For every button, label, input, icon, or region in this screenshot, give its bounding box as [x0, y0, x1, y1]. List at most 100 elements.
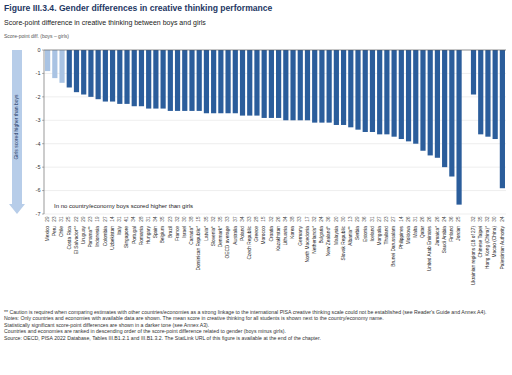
category-label: Albania**	[348, 226, 353, 246]
category-label: Belgium	[160, 226, 165, 243]
category-label: Philippines	[399, 225, 404, 249]
score-label: 14	[110, 216, 115, 222]
score-label: 31	[370, 216, 375, 222]
category-label: Thailand	[384, 226, 389, 245]
y-tick-label: -5	[36, 164, 41, 170]
bar	[211, 50, 216, 113]
bar	[189, 50, 194, 111]
score-label: 33	[225, 216, 230, 222]
category-label: Ukrainian regions (18 of 27)	[471, 226, 476, 286]
score-label: 32	[471, 216, 476, 222]
score-label: 27	[377, 216, 382, 222]
score-label: 34	[283, 216, 288, 222]
category-label: Mongolia	[377, 226, 382, 246]
category-label: Slovenia*	[211, 226, 216, 246]
score-label: 22	[74, 216, 79, 222]
bar	[175, 50, 180, 111]
y-tick-label: -6	[36, 187, 41, 193]
grid-line	[44, 190, 506, 191]
category-label: Jamaica*	[435, 226, 440, 246]
bar	[334, 50, 339, 125]
x-axis	[44, 50, 506, 51]
bar	[363, 50, 368, 132]
category-label: Kazakhstan	[276, 226, 281, 251]
bar	[348, 50, 353, 127]
bar	[103, 50, 108, 102]
category-label: Brazil	[168, 226, 173, 238]
bar	[312, 50, 317, 123]
score-label: 26	[435, 216, 440, 222]
bar	[132, 50, 137, 106]
bar	[247, 50, 252, 116]
score-label: 24	[319, 216, 324, 222]
bar	[204, 50, 209, 113]
category-label: OECD average	[225, 226, 230, 259]
score-label: 37	[233, 216, 238, 222]
category-label: El Salvador**	[74, 226, 79, 254]
category-label: Singapore	[124, 226, 129, 248]
category-label: Germany	[298, 225, 303, 245]
score-label: 38	[189, 216, 194, 222]
bar	[59, 50, 64, 83]
score-label: 32	[269, 216, 274, 222]
category-label: Hong Kong (China)*	[485, 226, 490, 269]
category-label: Malaysia	[334, 226, 339, 245]
bar	[290, 50, 295, 120]
score-label: 26	[276, 216, 281, 222]
arrow	[9, 50, 25, 214]
bar	[74, 50, 79, 92]
category-label: Colombia	[103, 226, 108, 247]
score-label: 33	[297, 216, 302, 222]
score-label: 41	[124, 216, 129, 222]
bar	[124, 50, 129, 104]
category-label: Hungary	[146, 225, 151, 244]
annotation: Girls scored higher than boys	[13, 94, 19, 160]
score-label: 35	[478, 216, 483, 222]
category-label: North Macedonia	[305, 226, 310, 263]
category-label: Poland	[240, 226, 245, 241]
bar	[399, 50, 404, 139]
score-label: 29	[45, 216, 50, 222]
y-axis	[44, 50, 45, 214]
bar	[478, 50, 483, 134]
bar	[341, 50, 346, 125]
score-label: 33	[247, 216, 252, 222]
note: ** Caution is required when comparing es…	[4, 309, 508, 315]
bar	[435, 50, 440, 158]
category-label: Netherlands*	[312, 226, 317, 254]
score-label: 19	[95, 216, 100, 222]
category-label: France	[175, 226, 180, 241]
category-label: Uruguay	[81, 225, 86, 244]
bar	[392, 50, 397, 137]
y-axis-label: Score-point diff. (boys – girls)	[4, 33, 69, 39]
score-label: 25	[66, 216, 71, 222]
category-label: Malta	[413, 226, 418, 238]
bar	[485, 50, 490, 137]
category-label: Australia	[233, 226, 238, 245]
category-label: Peru	[52, 226, 57, 236]
bar	[197, 50, 202, 111]
score-label: 30	[341, 216, 346, 222]
category-label: Panama**	[88, 226, 93, 248]
score-label: 28	[254, 216, 259, 222]
score-label: 32	[312, 216, 317, 222]
score-label: 24	[500, 216, 505, 222]
bar	[233, 50, 238, 113]
y-tick-label: -4	[36, 141, 41, 147]
category-label: Moldova	[406, 226, 411, 244]
page: {"chart_data": { "type": "bar", "title":…	[0, 0, 512, 375]
subtitle: Score-point difference in creative think…	[4, 19, 206, 27]
score-label: 15	[261, 216, 266, 222]
category-label: Mexico	[45, 226, 50, 242]
category-label: Portugal	[132, 226, 137, 244]
bar	[262, 50, 267, 118]
score-label: 34	[131, 216, 136, 222]
y-tick-label: 0	[37, 47, 40, 53]
bar	[298, 50, 303, 120]
bar	[139, 50, 144, 106]
category-label: Saudi Arabia	[442, 226, 447, 254]
note: Countries and economies are ranked in de…	[4, 328, 508, 334]
score-label: 27	[391, 216, 396, 222]
score-label: 32	[211, 216, 216, 222]
bar	[384, 50, 389, 134]
